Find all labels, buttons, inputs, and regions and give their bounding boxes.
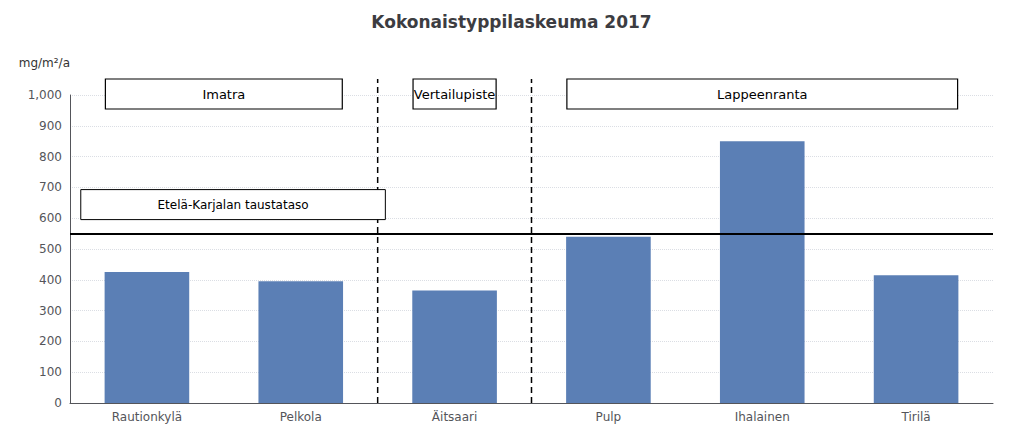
svg-text:900: 900 xyxy=(39,119,62,133)
svg-text:700: 700 xyxy=(39,180,62,194)
svg-text:800: 800 xyxy=(39,150,62,164)
svg-text:Rautionkylä: Rautionkylä xyxy=(112,410,182,424)
svg-text:Imatra: Imatra xyxy=(202,87,245,102)
svg-text:Ihalainen: Ihalainen xyxy=(735,410,790,424)
svg-text:300: 300 xyxy=(39,304,62,318)
svg-text:1,000: 1,000 xyxy=(28,88,62,102)
svg-text:0: 0 xyxy=(54,396,62,410)
svg-text:Lappeenranta: Lappeenranta xyxy=(717,87,808,102)
svg-text:mg/m²/a: mg/m²/a xyxy=(19,56,70,70)
svg-text:400: 400 xyxy=(39,273,62,287)
svg-text:200: 200 xyxy=(39,334,62,348)
svg-text:Pelkola: Pelkola xyxy=(280,410,322,424)
svg-text:Etelä-Karjalan taustataso: Etelä-Karjalan taustataso xyxy=(158,198,309,212)
svg-text:Äitsaari: Äitsaari xyxy=(432,409,477,424)
svg-text:600: 600 xyxy=(39,211,62,225)
svg-text:500: 500 xyxy=(39,242,62,256)
svg-text:Tirilä: Tirilä xyxy=(900,410,930,424)
svg-text:Kokonaistyppilaskeuma 2017: Kokonaistyppilaskeuma 2017 xyxy=(371,12,651,32)
svg-text:Pulp: Pulp xyxy=(596,410,622,424)
svg-text:Vertailupiste: Vertailupiste xyxy=(414,87,496,102)
svg-text:100: 100 xyxy=(39,365,62,379)
